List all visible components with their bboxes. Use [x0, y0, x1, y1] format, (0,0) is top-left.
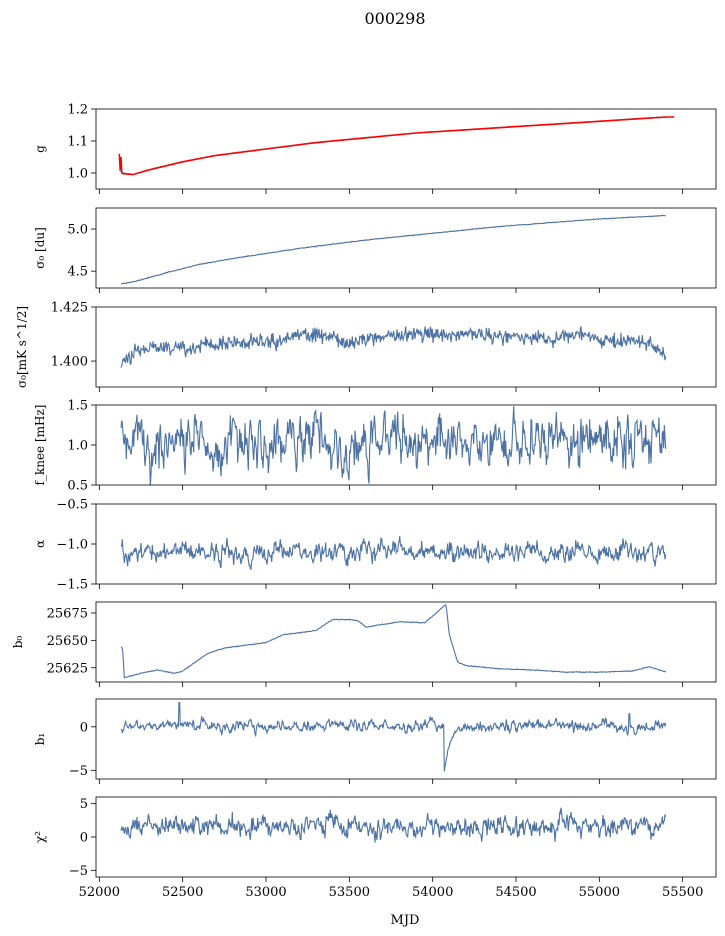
axes-frame-sigma0w [95, 306, 717, 388]
xtick-label-1: 52500 [162, 885, 203, 900]
ytick-label-sigma0w-1: 1.425 [51, 301, 88, 316]
y-axis-label-sigma0w: σ₀[mK s^1/2] [15, 306, 29, 388]
axes-frame-b1 [95, 698, 717, 780]
series-line-b0 [120, 604, 667, 679]
ytick-label-b1-0: −5 [69, 764, 88, 779]
axes-frame-chi2 [95, 796, 717, 878]
xtick-label-6: 55000 [579, 885, 620, 900]
series-line-b1 [120, 701, 667, 772]
ytick-label-b1-1: 0 [80, 720, 88, 735]
ytick-label-sigma0-1: 5.0 [67, 223, 88, 238]
xtick-label-2: 53000 [245, 885, 286, 900]
xtick-label-0: 52000 [79, 885, 120, 900]
panel-g: 1.0 1.1 1.2 g [33, 103, 717, 194]
panel-sigma0: 4.5 5.0 σ₀ [du] [33, 207, 717, 293]
ytick-label-alpha-0: −1.5 [56, 578, 88, 593]
ytick-label-alpha-1: −1.0 [56, 538, 88, 553]
ytick-label-chi2-1: 0 [80, 831, 88, 846]
panel-b0: 25625 25650 25675 b₀ [11, 601, 717, 687]
ytick-label-chi2-0: −5 [69, 864, 88, 879]
series-line-chi2 [120, 807, 667, 843]
panel-b1: −5 0 b₁ [33, 698, 717, 784]
ytick-label-b0-1: 25650 [47, 634, 88, 649]
panel-fknee: 0.5 1.0 1.5 f_knee [mHz] [33, 399, 717, 494]
xtick-label-7: 55500 [662, 885, 703, 900]
ytick-label-sigma0-0: 4.5 [67, 265, 88, 280]
ytick-label-fknee-0: 0.5 [67, 479, 88, 494]
y-axis-label-sigma0: σ₀ [du] [33, 227, 47, 269]
fit-line-g [118, 116, 675, 176]
axes-frame-g [95, 108, 717, 190]
y-axis-label-g: g [33, 145, 47, 153]
series-line-alpha [120, 536, 667, 571]
ytick-label-b0-2: 25675 [47, 606, 88, 621]
xtick-label-3: 53500 [329, 885, 370, 900]
ytick-label-g-2: 1.2 [67, 103, 88, 118]
panel-sigma0w: 1.400 1.425 σ₀[mK s^1/2] [15, 301, 717, 392]
ytick-label-sigma0w-0: 1.400 [51, 355, 88, 370]
y-axis-label-alpha: α [33, 540, 47, 548]
ytick-label-fknee-1: 1.0 [67, 439, 88, 454]
x-axis-label: MJD [391, 913, 420, 928]
panels: 1.0 1.1 1.2 g 4.5 5.0 σ₀ [du] 1.400 1.425 σ₀[mK s… [11, 103, 717, 900]
ytick-label-g-0: 1.0 [67, 167, 88, 182]
xtick-label-4: 54000 [412, 885, 453, 900]
ytick-label-alpha-2: −0.5 [56, 498, 88, 513]
series-line-sigma0w [120, 326, 667, 368]
series-line-fknee [120, 406, 667, 485]
xtick-label-5: 54500 [495, 885, 536, 900]
figure-title: 000298 [364, 9, 425, 28]
series-line-g [118, 116, 667, 176]
y-axis-label-chi2: χ² [33, 831, 47, 843]
y-axis-label-fknee: f_knee [mHz] [33, 405, 47, 486]
axes-frame-sigma0 [95, 207, 717, 289]
ytick-label-chi2-2: 5 [80, 797, 88, 812]
ytick-label-b0-0: 25625 [47, 661, 88, 676]
panel-chi2: −5 0 5 52000 52500 53000 53500 54000 54500 55000 5… [33, 796, 717, 900]
panel-alpha: −1.5 −1.0 −0.5 α [33, 498, 717, 593]
y-axis-label-b0: b₀ [11, 636, 25, 649]
ytick-label-g-1: 1.1 [67, 135, 88, 150]
y-axis-label-b1: b₁ [33, 733, 47, 746]
ytick-label-fknee-2: 1.5 [67, 399, 88, 414]
series-line-sigma0 [120, 214, 666, 285]
axes-frame-b0 [95, 601, 717, 683]
